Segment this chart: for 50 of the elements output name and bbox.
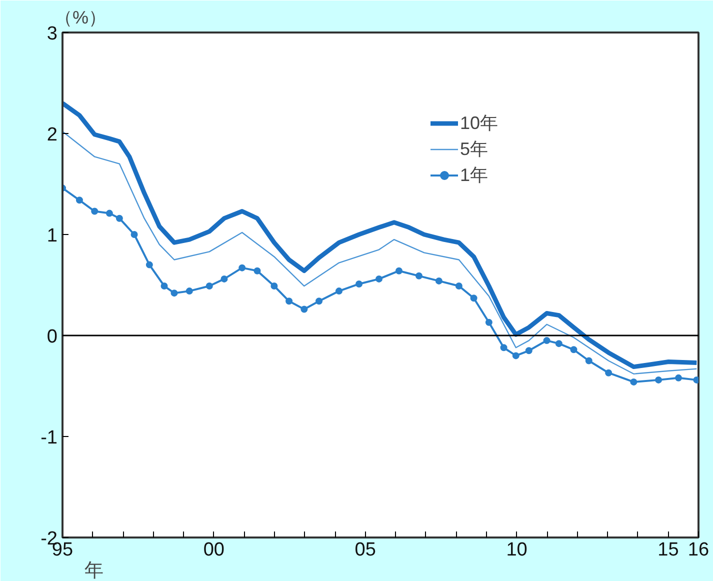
- point: [585, 357, 592, 364]
- point: [415, 272, 422, 280]
- y-tick-label: 2: [46, 124, 58, 146]
- point: [238, 264, 246, 272]
- point: [570, 346, 578, 354]
- point: [170, 290, 178, 297]
- point: [186, 288, 193, 295]
- point: [76, 196, 83, 204]
- point: [146, 261, 153, 268]
- point: [286, 298, 293, 305]
- point: [675, 374, 682, 382]
- point: [206, 282, 213, 290]
- point: [106, 210, 113, 217]
- legend-label: 1年: [460, 164, 488, 187]
- legend-label: 5年: [460, 138, 488, 161]
- legend-label: 10年: [460, 112, 498, 135]
- y-tick-label: 1: [46, 226, 58, 246]
- point: [455, 282, 462, 290]
- x-tick-label: 15: [658, 540, 679, 560]
- point: [91, 208, 98, 215]
- point: [485, 318, 492, 326]
- point: [316, 298, 323, 305]
- point: [655, 376, 662, 384]
- x-tick-label: 10: [506, 540, 528, 560]
- point: [160, 282, 168, 290]
- point: [630, 378, 638, 386]
- point: [512, 352, 520, 360]
- point: [130, 231, 138, 238]
- x-tick-label: 05: [354, 540, 376, 560]
- point: [500, 344, 508, 352]
- point: [116, 214, 123, 222]
- point: [605, 369, 612, 376]
- point: [435, 277, 442, 284]
- point: [543, 337, 550, 344]
- point: [525, 347, 532, 354]
- y-tick-label: -1: [40, 428, 58, 448]
- point: [470, 294, 478, 302]
- point: [300, 306, 308, 313]
- point: [395, 267, 402, 274]
- point: [375, 275, 382, 282]
- point: [270, 282, 278, 290]
- point: [254, 267, 261, 274]
- point: [355, 280, 362, 288]
- point: [555, 340, 562, 348]
- y-tick-label: 0: [46, 326, 58, 348]
- point: [336, 288, 343, 295]
- x-tick-label: 16: [688, 540, 710, 560]
- point: [220, 275, 228, 282]
- text: 年: [84, 560, 104, 581]
- x-tick-label: 00: [203, 540, 224, 560]
